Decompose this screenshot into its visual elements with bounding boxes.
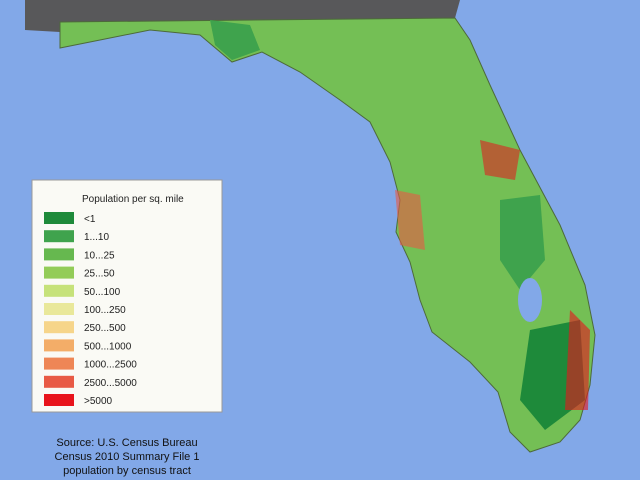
region xyxy=(210,20,260,60)
region xyxy=(500,195,545,290)
legend-swatch xyxy=(44,266,74,279)
source: Source: U.S. Census Bureau Census 2010 Su… xyxy=(55,437,200,477)
legend-label: 2500...5000 xyxy=(84,378,137,389)
source-line: Source: U.S. Census Bureau xyxy=(56,437,197,449)
legend-label: >5000 xyxy=(84,396,113,407)
urban-area xyxy=(395,190,425,250)
urban-area xyxy=(480,140,520,180)
legend-title: Population per sq. mile xyxy=(82,194,184,205)
legend-swatch xyxy=(44,339,74,352)
legend-swatch xyxy=(44,248,74,261)
legend-label: 10...25 xyxy=(84,250,115,261)
legend-label: 100...250 xyxy=(84,305,126,316)
legend-label: 250...500 xyxy=(84,323,126,334)
urban-area xyxy=(565,310,590,410)
lake xyxy=(518,278,542,322)
florida xyxy=(59,17,596,453)
legend-label: 25...50 xyxy=(84,269,115,280)
legend-swatch xyxy=(44,212,74,224)
legend-swatch xyxy=(44,375,74,388)
source-line: population by census tract xyxy=(63,465,191,477)
legend-swatch xyxy=(44,230,74,243)
legend-items: <1 1...10 10...25 25...50 50...100 100...250 2… xyxy=(44,212,137,407)
neighbor-states xyxy=(25,0,460,32)
source-line: Census 2010 Summary File 1 xyxy=(55,451,200,463)
legend-label: <1 xyxy=(84,214,96,225)
legend-swatch xyxy=(44,394,74,406)
legend-label: 1000...2500 xyxy=(84,360,137,371)
legend-label: 1...10 xyxy=(84,232,109,243)
legend-swatch xyxy=(44,357,74,370)
legend-swatch xyxy=(44,321,74,334)
legend-swatch xyxy=(44,284,74,297)
legend-swatch xyxy=(44,303,74,315)
legend-label: 50...100 xyxy=(84,287,121,298)
legend-label: 500...1000 xyxy=(84,341,132,352)
